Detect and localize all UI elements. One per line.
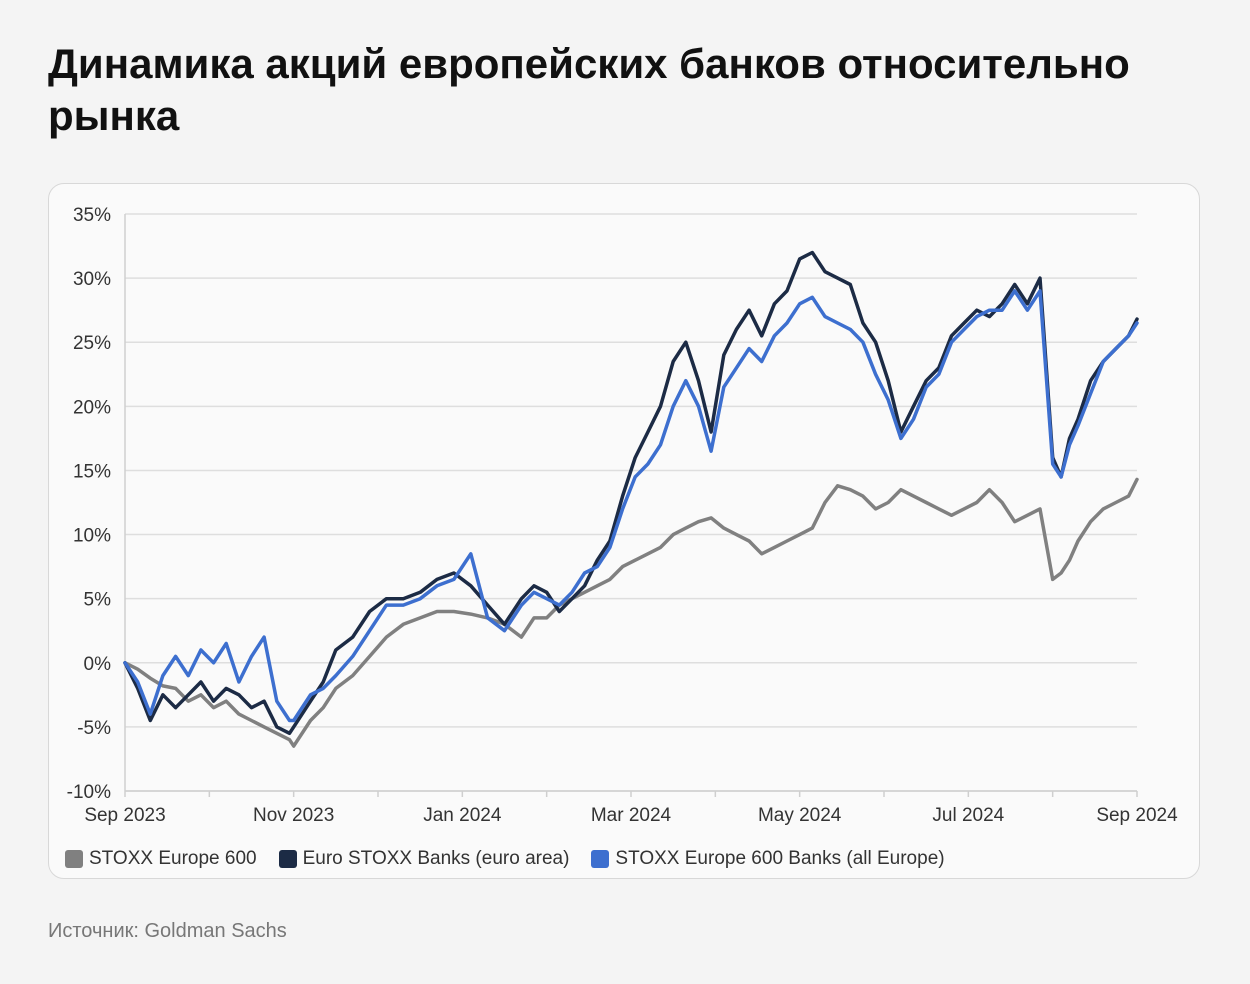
legend-item: STOXX Europe 600 Banks (all Europe) [591, 848, 945, 870]
legend-label: STOXX Europe 600 Banks (all Europe) [615, 848, 945, 869]
series-line-1 [123, 477, 1139, 748]
series-lines [123, 250, 1139, 748]
x-tick-label: Sep 2023 [84, 805, 165, 826]
legend-item: Euro STOXX Banks (euro area) [278, 848, 570, 870]
y-tick-label: 10% [73, 526, 111, 547]
x-tick-label: May 2024 [758, 805, 842, 826]
legend-label: Euro STOXX Banks (euro area) [302, 848, 570, 869]
series-line-2 [123, 250, 1139, 736]
y-tick-label: 25% [73, 333, 111, 354]
y-tick-label: 15% [73, 461, 111, 482]
y-tick-label: 5% [84, 590, 112, 611]
legend-item: STOXX Europe 600 [65, 848, 257, 870]
x-tick-label: Jan 2024 [423, 805, 502, 826]
x-tick-label: Nov 2023 [253, 805, 334, 826]
source-note: Источник: Goldman Sachs [48, 920, 287, 942]
legend-swatch [65, 850, 83, 868]
line-chart: 35% 30% 25% 20% 15% 10% 5% 0% -5% -10% Sep 2023 No… [67, 205, 1178, 826]
y-tick-label: -10% [67, 782, 111, 803]
chart-title: Динамика акций европейских банков относи… [48, 40, 1130, 139]
legend-swatch [278, 850, 297, 868]
x-tick-label: Jul 2024 [932, 805, 1004, 826]
x-tick-label: Sep 2024 [1096, 805, 1178, 826]
legend: STOXX Europe 600 Euro STOXX Banks (euro a… [65, 846, 945, 872]
x-axis: Sep 2023 Nov 2023 Jan 2024 Mar 2024 May 2024… [84, 790, 1178, 826]
legend-label: STOXX Europe 600 [89, 848, 257, 869]
y-tick-label: 20% [73, 397, 111, 418]
y-axis: 35% 30% 25% 20% 15% 10% 5% 0% -5% -10% [67, 205, 126, 803]
legend-swatch [591, 850, 610, 868]
chart-card: 35% 30% 25% 20% 15% 10% 5% 0% -5% -10% Sep 2023 No… [48, 183, 1200, 879]
x-tick-label: Mar 2024 [591, 805, 672, 826]
series-line-3 [123, 289, 1139, 723]
grid [125, 213, 1137, 792]
y-tick-label: -5% [77, 718, 111, 739]
y-tick-label: 35% [73, 205, 111, 226]
y-tick-label: 0% [84, 654, 112, 675]
y-tick-label: 30% [73, 269, 111, 290]
